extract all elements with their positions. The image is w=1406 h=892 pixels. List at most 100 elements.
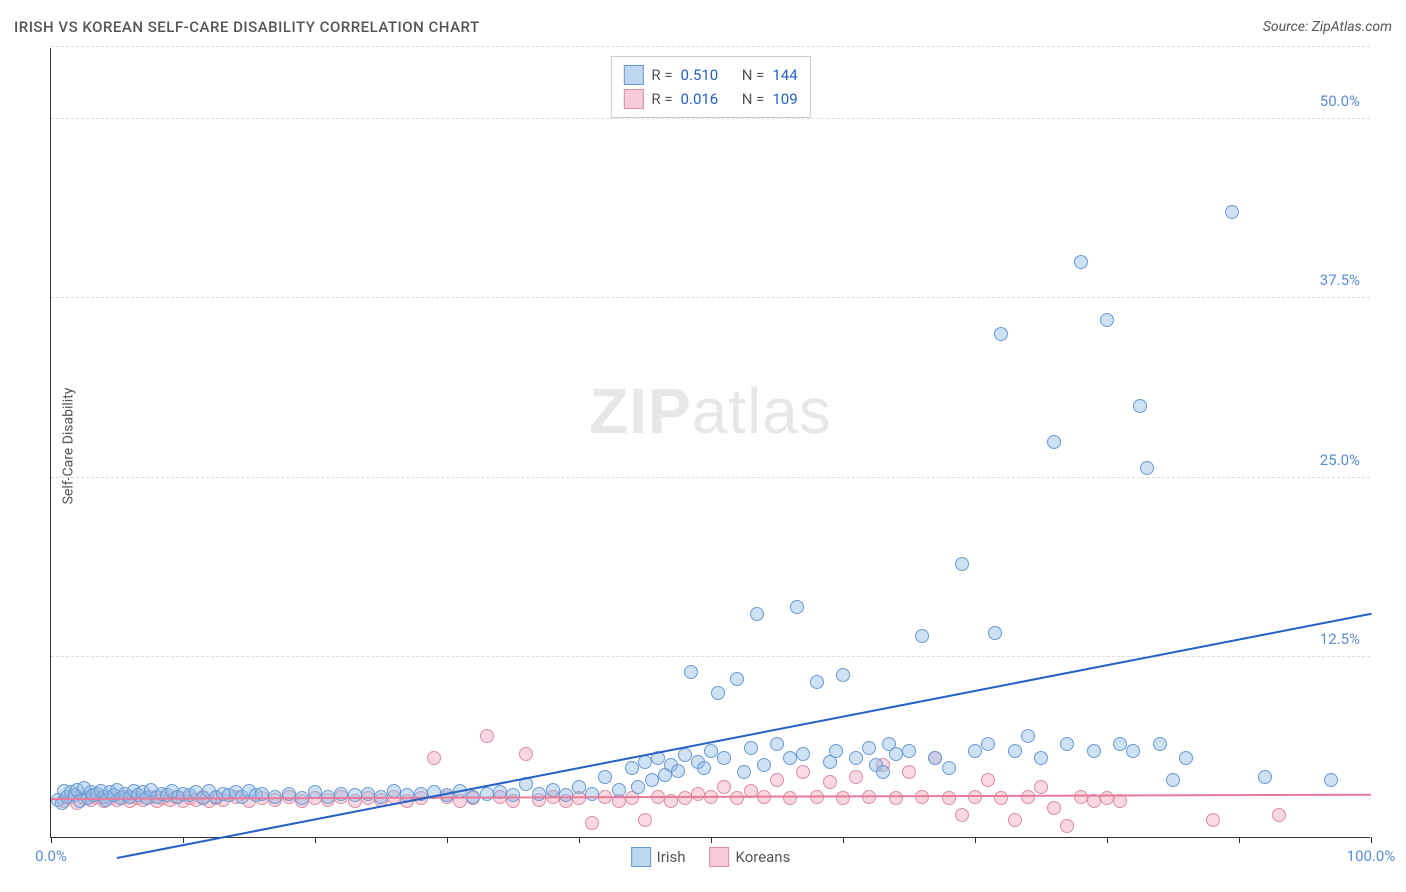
irish-r-value: 0.510 [681,66,719,84]
data-point-korean [1060,819,1074,833]
stats-row-korean: R = 0.016 N = 109 [623,87,797,111]
data-point-irish [1324,773,1338,787]
legend-label-korean: Koreans [735,848,790,866]
gridline [51,118,1370,119]
x-tick [1239,837,1240,843]
data-point-irish [1179,751,1193,765]
data-point-irish [678,748,692,762]
data-point-korean [981,773,995,787]
swatch-korean [709,847,729,867]
data-point-irish [737,765,751,779]
data-point-irish [1087,744,1101,758]
data-point-irish [704,744,718,758]
data-point-korean [585,816,599,830]
x-tick-label: 0.0% [35,847,67,865]
watermark-atlas: atlas [692,375,832,447]
y-tick-label: 37.5% [1320,271,1360,289]
r-label: R = [651,90,672,108]
data-point-irish [1047,435,1061,449]
x-tick [315,837,316,843]
n-label: N = [742,66,765,84]
data-point-irish [585,787,599,801]
data-point-korean [480,729,494,743]
data-point-irish [1021,729,1035,743]
data-point-korean [849,770,863,784]
data-point-korean [796,765,810,779]
korean-r-value: 0.016 [681,90,719,108]
data-point-irish [994,327,1008,341]
data-point-irish [625,761,639,775]
data-point-irish [546,783,560,797]
data-point-irish [889,747,903,761]
stats-row-irish: R = 0.510 N = 144 [623,63,797,87]
x-tick [51,837,52,843]
y-tick-label: 50.0% [1320,92,1360,110]
x-tick [183,837,184,843]
r-label: R = [651,66,672,84]
legend-label-irish: Irish [657,848,686,866]
data-point-irish [671,764,685,778]
data-point-irish [849,751,863,765]
legend-item-irish: Irish [631,847,686,867]
data-point-korean [519,747,533,761]
data-point-irish [810,675,824,689]
data-point-korean [994,791,1008,805]
data-point-korean [836,791,850,805]
data-point-irish [942,761,956,775]
watermark-zip: ZIP [589,375,692,447]
data-point-irish [829,744,843,758]
watermark: ZIPatlas [589,374,832,448]
data-point-korean [427,751,441,765]
x-tick [843,837,844,843]
data-point-irish [1166,773,1180,787]
data-point-irish [631,780,645,794]
data-point-irish [1140,461,1154,475]
data-point-irish [697,761,711,775]
data-point-korean [1047,801,1061,815]
data-point-korean [955,808,969,822]
data-point-irish [1258,770,1272,784]
data-point-irish [836,668,850,682]
data-point-irish [790,600,804,614]
data-point-korean [638,813,652,827]
gridline [51,46,1370,47]
data-point-irish [915,629,929,643]
data-point-irish [1060,737,1074,751]
data-point-korean [678,791,692,805]
chart-header: IRISH VS KOREAN SELF-CARE DISABILITY COR… [14,18,1392,36]
data-point-irish [783,751,797,765]
x-tick [579,837,580,843]
x-tick [1371,837,1372,843]
data-point-irish [506,788,520,802]
data-point-irish [862,741,876,755]
data-point-irish [348,788,362,802]
x-tick [711,837,712,843]
data-point-irish [955,557,969,571]
n-label: N = [742,90,765,108]
data-point-korean [1008,813,1022,827]
data-point-irish [876,765,890,779]
data-point-irish [638,755,652,769]
data-point-korean [783,791,797,805]
data-point-irish [612,783,626,797]
data-point-irish [711,686,725,700]
data-point-irish [1153,737,1167,751]
data-point-korean [1034,780,1048,794]
data-point-irish [645,773,659,787]
gridline [51,656,1370,657]
irish-n-value: 144 [772,66,797,84]
swatch-irish [631,847,651,867]
data-point-irish [598,770,612,784]
data-point-korean [1272,808,1286,822]
data-point-korean [1206,813,1220,827]
data-point-irish [480,787,494,801]
data-point-irish [1225,205,1239,219]
chart-title: IRISH VS KOREAN SELF-CARE DISABILITY COR… [14,18,480,36]
data-point-korean [1100,791,1114,805]
data-point-irish [1074,255,1088,269]
data-point-irish [770,737,784,751]
trendline-irish [117,612,1371,858]
data-point-irish [684,665,698,679]
legend-item-korean: Koreans [709,847,790,867]
data-point-korean [902,765,916,779]
